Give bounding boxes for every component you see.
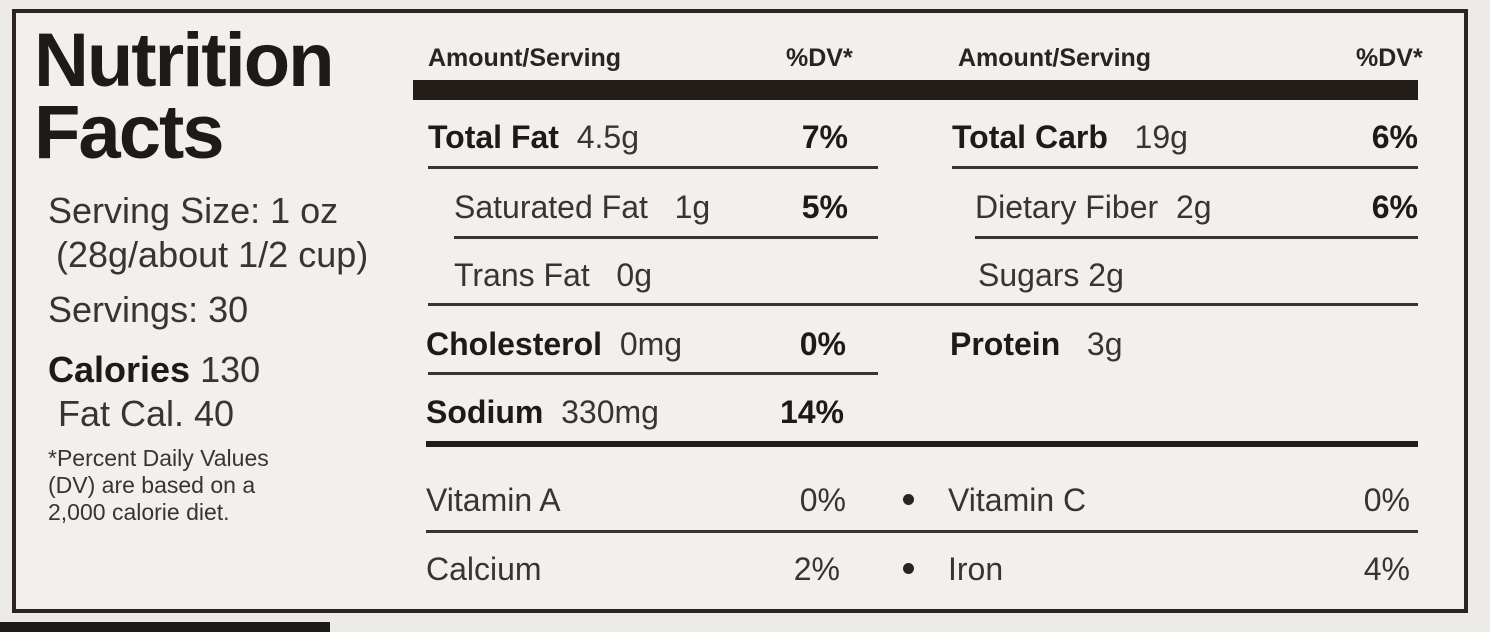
title-nutrition: Nutrition: [34, 18, 335, 103]
header-amount-left: Amount/Serving: [428, 44, 622, 72]
row-divider: [428, 166, 878, 169]
footnote-line3: 2,000 calorie diet.: [48, 499, 230, 525]
servings: Servings: 30: [48, 289, 249, 330]
nutrient-total-fat: Total Fat 4.5g: [428, 119, 639, 155]
row-divider: [428, 372, 878, 375]
serving-size-line1: Serving Size: 1 oz: [48, 190, 339, 231]
dv-iron: 4%: [1363, 551, 1410, 587]
row-divider: [952, 166, 1418, 169]
nutrient-name: Trans Fat: [454, 257, 590, 293]
nutrient-amount: 1g: [674, 189, 711, 225]
dv-cholesterol: 0%: [799, 326, 846, 362]
nutrient-cholesterol: Cholesterol 0mg: [426, 326, 682, 362]
label-left-column: Nutrition Facts: [34, 18, 394, 175]
nutrient-name: Protein: [950, 326, 1061, 362]
nutrient-sugars: Sugars 2g: [978, 257, 1124, 293]
dv-vitamin-a: 0%: [799, 482, 846, 518]
dv-total-carb: 6%: [1371, 119, 1418, 155]
nutrient-name: Sodium: [426, 394, 544, 430]
dv-calcium: 2%: [793, 551, 840, 587]
nutrient-trans-fat: Trans Fat 0g: [454, 257, 652, 293]
nutrition-label: [12, 9, 1468, 613]
header-amount-right: Amount/Serving: [958, 44, 1152, 72]
vitamin-a: Vitamin A: [426, 482, 561, 518]
dv-total-fat: 7%: [801, 119, 848, 155]
row-divider: [454, 236, 878, 239]
dv-saturated-fat: 5%: [801, 189, 848, 225]
row-divider: [975, 236, 1418, 239]
serving-size-line2: (28g/about 1/2 cup): [56, 234, 369, 275]
header-dv-left: %DV*: [786, 44, 853, 72]
nutrient-name: Dietary Fiber: [975, 189, 1159, 225]
nutrient-name: Total Fat: [428, 119, 559, 155]
nutrient-saturated-fat: Saturated Fat 1g: [454, 189, 710, 225]
nutrient-amount: 2g: [1175, 189, 1212, 225]
calories-row: Calories 130: [48, 349, 260, 391]
section-rule: [426, 441, 1418, 447]
nutrient-name: Saturated Fat: [454, 189, 648, 225]
footnote-line1: *Percent Daily Values: [48, 445, 269, 471]
bullet-icon: [903, 494, 914, 505]
calories-value: 130: [200, 349, 261, 390]
bullet-icon: [903, 563, 914, 574]
title-facts: Facts: [34, 90, 225, 175]
nutrient-amount: 4.5g: [576, 119, 640, 155]
vitamin-c: Vitamin C: [948, 482, 1087, 518]
footnote-line2: (DV) are based on a: [48, 472, 256, 498]
nutrient-sodium: Sodium 330mg: [426, 394, 659, 430]
nutrient-name: Cholesterol: [426, 326, 603, 362]
mineral-iron: Iron: [948, 551, 1004, 587]
dv-vitamin-c: 0%: [1363, 482, 1410, 518]
nutrient-protein: Protein 3g: [950, 326, 1123, 362]
nutrient-amount: 19g: [1134, 119, 1188, 155]
dv-dietary-fiber: 6%: [1371, 189, 1418, 225]
nutrient-amount: 0mg: [619, 326, 683, 362]
calories-label: Calories: [48, 349, 191, 390]
row-divider: [426, 530, 1418, 533]
nutrient-total-carb: Total Carb 19g: [952, 119, 1188, 155]
bottom-edge-bar: [0, 622, 330, 632]
nutrient-name: Total Carb: [952, 119, 1108, 155]
nutrient-name: Sugars: [978, 257, 1080, 293]
dv-sodium: 14%: [779, 394, 844, 430]
fat-calories: Fat Cal. 40: [58, 393, 235, 434]
nutrient-dietary-fiber: Dietary Fiber 2g: [975, 189, 1212, 225]
header-dv-right: %DV*: [1356, 44, 1423, 72]
nutrient-amount: 3g: [1086, 326, 1123, 362]
nutrient-amount: 2g: [1088, 257, 1124, 293]
nutrient-amount: 330mg: [561, 394, 659, 430]
mineral-calcium: Calcium: [426, 551, 542, 587]
row-divider: [428, 303, 1418, 306]
header-rule: [413, 80, 1418, 100]
nutrient-amount: 0g: [616, 257, 652, 293]
